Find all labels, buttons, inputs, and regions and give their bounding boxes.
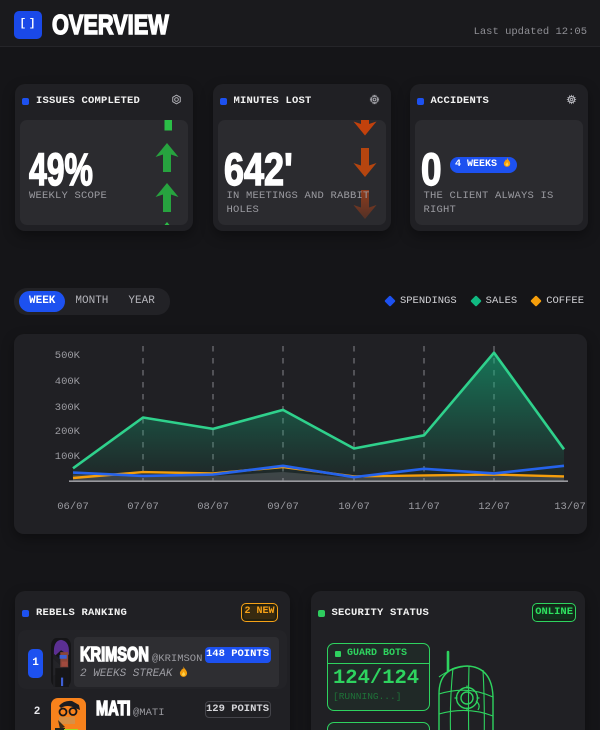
svg-text:11/07: 11/07 [408,501,440,513]
svg-text:07/07: 07/07 [127,501,159,513]
svg-text:13/07: 13/07 [554,501,586,513]
svg-text:10/07: 10/07 [338,501,370,513]
svg-text:300K: 300K [55,402,81,414]
svg-text:400K: 400K [55,376,81,388]
svg-text:09/07: 09/07 [267,501,299,513]
svg-text:200K: 200K [55,426,81,438]
svg-text:100K: 100K [55,451,81,463]
svg-text:08/07: 08/07 [197,501,229,513]
svg-text:500K: 500K [55,350,81,362]
svg-text:06/07: 06/07 [57,501,89,513]
svg-text:12/07: 12/07 [478,501,510,513]
